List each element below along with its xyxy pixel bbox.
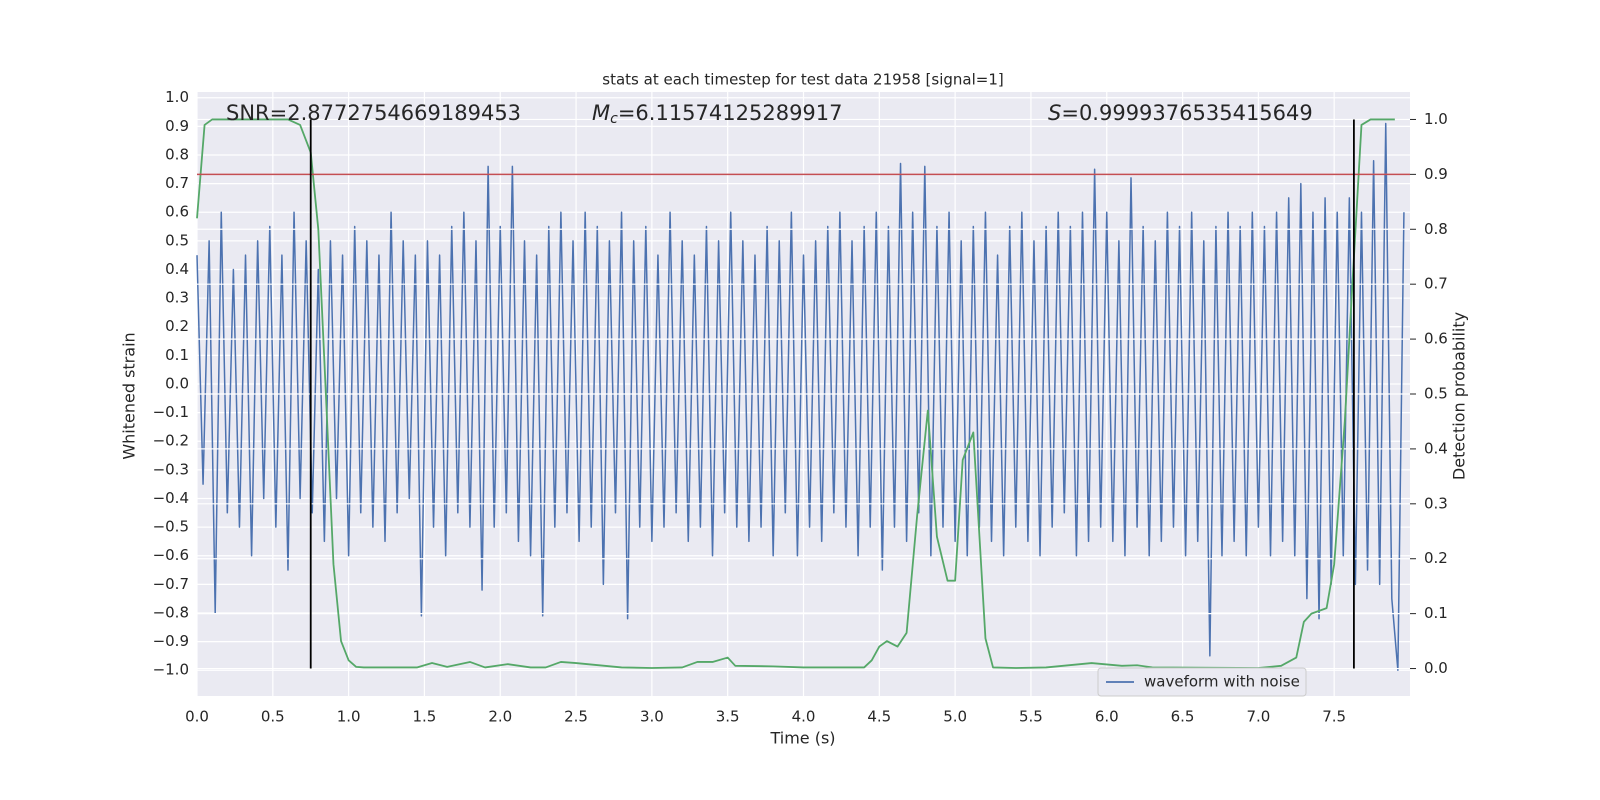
x-tick-label: 3.5 (716, 708, 740, 726)
x-tick-label: 0.0 (185, 708, 209, 726)
y-tick-label: −0.6 (153, 546, 189, 564)
y2-tick-label: 0.8 (1424, 220, 1448, 238)
x-tick-label: 7.0 (1246, 708, 1270, 726)
legend-box (1097, 667, 1307, 697)
x-axis-label: Time (s) (769, 729, 835, 748)
y-tick-label: 0.5 (165, 231, 189, 249)
y2-tick-label: 1.0 (1424, 110, 1448, 128)
annotation: Mc=6.11574125289917 (592, 101, 843, 127)
legend: waveform with noise (1097, 667, 1307, 697)
y2-tick-label: 0.6 (1424, 330, 1448, 348)
y-tick-label: −0.4 (153, 489, 189, 507)
x-tick-label: 5.0 (943, 708, 967, 726)
y-tick-label: −0.2 (153, 432, 189, 450)
y2-tick-label: 0.9 (1424, 165, 1448, 183)
y2-tick-label: 0.2 (1424, 549, 1448, 567)
y-tick-label: 0.7 (165, 174, 189, 192)
y-tick-label: −0.3 (153, 460, 189, 478)
y-tick-label: 0.6 (165, 203, 189, 221)
y-tick-label: −0.8 (153, 603, 189, 621)
data-layer (196, 122, 1405, 671)
y-tick-label: 0.1 (165, 346, 189, 364)
x-tick-label: 1.5 (413, 708, 437, 726)
y-tick-label: −0.5 (153, 518, 189, 536)
y-tick-label: 0.3 (165, 289, 189, 307)
y2-axis-label: Detection probability (1450, 312, 1469, 480)
annotation: SNR=2.8772754669189453 (226, 101, 521, 125)
x-tick-label: 6.0 (1095, 708, 1119, 726)
waveform-line (196, 122, 1405, 671)
annotation: S=0.9999376535415649 (1048, 101, 1313, 125)
y-tick-label: −1.0 (153, 661, 189, 679)
y-tick-label: 0.9 (165, 117, 189, 135)
x-tick-label: 2.0 (488, 708, 512, 726)
y-axis-label: Whitened strain (120, 332, 139, 459)
y-tick-label: −0.1 (153, 403, 189, 421)
over-layer (196, 118, 1410, 670)
annotation-value: =6.11574125289917 (618, 101, 843, 125)
annotation-symbol: S (1048, 101, 1061, 125)
x-tick-label: 4.5 (867, 708, 891, 726)
annotation-value: =0.9999376535415649 (1061, 101, 1312, 125)
annotation-symbol: M (592, 101, 610, 125)
y-tick-label: 1.0 (165, 88, 189, 106)
y2-tick-label: 0.1 (1424, 604, 1448, 622)
annotation-subscript: c (610, 111, 618, 127)
y2-tick-label: 0.3 (1424, 494, 1448, 512)
legend-label: waveform with noise (1144, 673, 1300, 691)
y2-tick-label: 0.4 (1424, 439, 1448, 457)
y-tick-label: 0.8 (165, 145, 189, 163)
x-tick-label: 3.0 (640, 708, 664, 726)
y-tick-label: −0.7 (153, 575, 189, 593)
chart-title: stats at each timestep for test data 219… (602, 71, 1003, 89)
y2-tick-label: 0.7 (1424, 275, 1448, 293)
x-tick-label: 0.5 (261, 708, 285, 726)
y-tick-label: −0.9 (153, 632, 189, 650)
y2-tick-label: 0.5 (1424, 385, 1448, 403)
y-tick-label: 0.0 (165, 374, 189, 392)
x-tick-label: 1.0 (337, 708, 361, 726)
y-tick-label: 0.2 (165, 317, 189, 335)
x-tick-label: 7.5 (1322, 708, 1346, 726)
x-tick-label: 5.5 (1019, 708, 1043, 726)
x-tick-label: 6.5 (1171, 708, 1195, 726)
y2-tick-label: 0.0 (1424, 659, 1448, 677)
y-tick-label: 0.4 (165, 260, 189, 278)
x-tick-label: 2.5 (564, 708, 588, 726)
x-tick-label: 4.0 (792, 708, 816, 726)
